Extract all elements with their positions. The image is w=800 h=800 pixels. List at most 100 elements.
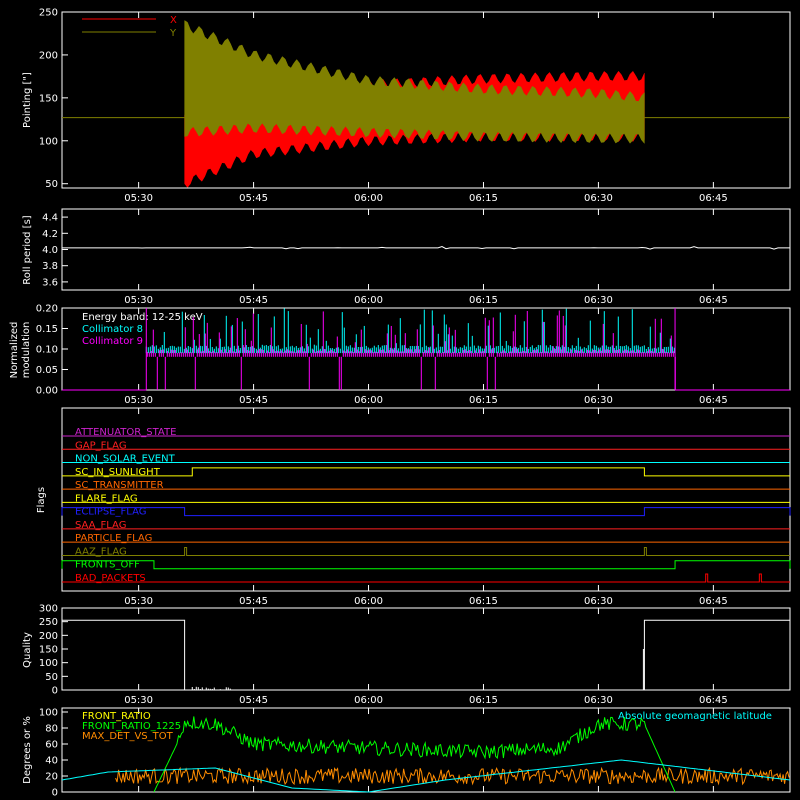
y-tick-label: 250 — [39, 8, 58, 19]
y-tick-label: 200 — [39, 50, 58, 61]
y-tick-label: 0 — [52, 686, 58, 697]
flag-label-attenuator_state: ATTENUATOR_STATE — [75, 427, 176, 438]
x-tick-label: 05:45 — [239, 193, 268, 204]
y-tick-label: 250 — [39, 617, 58, 628]
modulation-ylabel-line1: Normalized — [9, 322, 20, 379]
flag-label-sc_in_sunlight: SC_IN_SUNLIGHT — [75, 467, 161, 478]
pointing-frame — [61, 11, 791, 189]
ratio-legend-2: MAX_DET_VS_TOT — [82, 731, 174, 742]
modulation-annotation: Energy band: 12-25 keV — [82, 312, 203, 323]
y-tick-label: 0.00 — [36, 386, 58, 397]
mod-legend-1: Collimator 9 — [82, 336, 143, 347]
ratios-frame — [61, 707, 791, 793]
flags-frame — [61, 407, 791, 592]
y-tick-label: 80 — [45, 724, 58, 735]
pointing-panel: Pointing ["] 05:30 05:45 06:00 06:15 06:30 06… — [22, 8, 791, 204]
y-tick-label: 40 — [45, 756, 58, 767]
flag-line-aaz_flag — [62, 546, 790, 556]
y-tick-label: 60 — [45, 740, 58, 751]
flag-line-bad_packets — [62, 573, 790, 583]
mod-legend-0: Collimator 8 — [82, 324, 143, 335]
x-tick-label: 06:00 — [354, 295, 383, 306]
roll-panel: Roll period [s] 05:30 05:45 06:00 06:15 06:3… — [22, 208, 791, 306]
series-front-ratio-1225 — [153, 716, 676, 793]
y-tick-label: 0 — [52, 788, 58, 799]
ratio-legend-0: FRONT_RATIO — [82, 711, 151, 722]
y-tick-label: 4.2 — [42, 229, 58, 240]
x-tick-label: 06:30 — [584, 395, 613, 406]
flag-label-eclipse_flag: ECLIPSE_FLAG — [75, 507, 146, 518]
y-tick-label: 0.05 — [36, 365, 58, 376]
series-y-band — [184, 20, 645, 145]
x-tick-label: 05:30 — [124, 295, 153, 306]
y-tick-label: 50 — [45, 672, 58, 683]
roll-ylabel: Roll period [s] — [22, 215, 33, 284]
x-tick-label: 06:00 — [354, 193, 383, 204]
y-tick-label: 150 — [39, 93, 58, 104]
ratio-legend-1: FRONT_RATIO_1225 — [82, 721, 181, 732]
x-tick-label: 05:45 — [239, 395, 268, 406]
y-tick-label: 20 — [45, 772, 58, 783]
flag-label-particle_flag: PARTICLE_FLAG — [75, 533, 152, 544]
legend-label-x: X — [170, 15, 177, 26]
y-tick-label: 200 — [39, 631, 58, 642]
flag-label-saa_flag: SAA_FLAG — [75, 520, 126, 531]
x-tick-label: 06:30 — [584, 295, 613, 306]
quality-line — [62, 619, 790, 691]
x-tick-label: 05:30 — [124, 193, 153, 204]
x-tick-label: 06:45 — [699, 596, 728, 607]
x-tick-label: 06:00 — [354, 695, 383, 706]
x-tick-label: 06:15 — [469, 193, 498, 204]
modulation-panel: Normalized modulation Energy band: 12-25… — [9, 304, 791, 406]
flag-label-fronts_off: FRONTS_OFF — [75, 560, 140, 571]
x-tick-label: 06:15 — [469, 695, 498, 706]
pointing-ylabel: Pointing ["] — [22, 72, 33, 128]
flag-line-fronts_off — [61, 560, 791, 570]
x-tick-label: 05:30 — [124, 395, 153, 406]
x-tick-label: 05:45 — [239, 596, 268, 607]
ratios-panel: Degrees or % Absolute geomagnetic latitu… — [22, 707, 791, 799]
x-tick-label: 06:45 — [699, 695, 728, 706]
y-tick-label: 100 — [39, 136, 58, 147]
flag-label-gap_flag: GAP_FLAG — [75, 440, 127, 451]
x-tick-label: 06:15 — [469, 295, 498, 306]
flag-label-bad_packets: BAD_PACKETS — [75, 573, 146, 584]
x-tick-label: 06:30 — [584, 596, 613, 607]
x-tick-label: 06:45 — [699, 295, 728, 306]
flag-label-non_solar_event: NON_SOLAR_EVENT — [75, 454, 176, 465]
y-tick-label: 150 — [39, 645, 58, 656]
x-tick-label: 05:30 — [124, 596, 153, 607]
x-tick-label: 06:30 — [584, 193, 613, 204]
y-tick-label: 3.6 — [42, 277, 58, 288]
y-tick-label: 3.8 — [42, 261, 58, 272]
flags-panel: Flags 05:30 05:45 06:00 06:15 06:30 06:45 ATTE… — [36, 407, 791, 607]
flag-label-aaz_flag: AAZ_FLAG — [75, 546, 127, 557]
x-tick-label: 06:45 — [699, 395, 728, 406]
x-tick-label: 05:45 — [239, 295, 268, 306]
flag-line-eclipse_flag — [61, 507, 791, 517]
y-tick-label: 0.20 — [36, 304, 58, 315]
x-tick-label: 06:00 — [354, 395, 383, 406]
x-tick-label: 06:15 — [469, 596, 498, 607]
ratios-annotation: Absolute geomagnetic latitude — [618, 711, 772, 722]
flag-label-sc_transmitter: SC_TRANSMITTER — [75, 480, 164, 491]
y-tick-label: 4.4 — [42, 213, 58, 224]
quality-ylabel: Quality — [22, 632, 33, 668]
modulation-ylabel-line2: modulation — [21, 322, 32, 379]
x-tick-label: 06:15 — [469, 395, 498, 406]
flag-line-sc_in_sunlight — [62, 467, 790, 477]
x-tick-label: 05:45 — [239, 695, 268, 706]
y-tick-label: 300 — [39, 604, 58, 615]
y-tick-label: 100 — [39, 708, 58, 719]
legend-label-y: Y — [169, 28, 177, 39]
roll-line — [62, 245, 790, 250]
x-tick-label: 06:00 — [354, 596, 383, 607]
y-tick-label: 100 — [39, 658, 58, 669]
ratios-ylabel: Degrees or % — [22, 716, 33, 784]
flag-label-flare_flag: FLARE_FLAG — [75, 493, 138, 504]
quality-panel: Quality 05:30 05:45 06:00 06:15 06:30 06:45 30… — [22, 604, 791, 706]
flags-ylabel: Flags — [36, 487, 47, 513]
x-tick-label: 06:30 — [584, 695, 613, 706]
series-geomagnetic-latitude — [61, 759, 791, 793]
